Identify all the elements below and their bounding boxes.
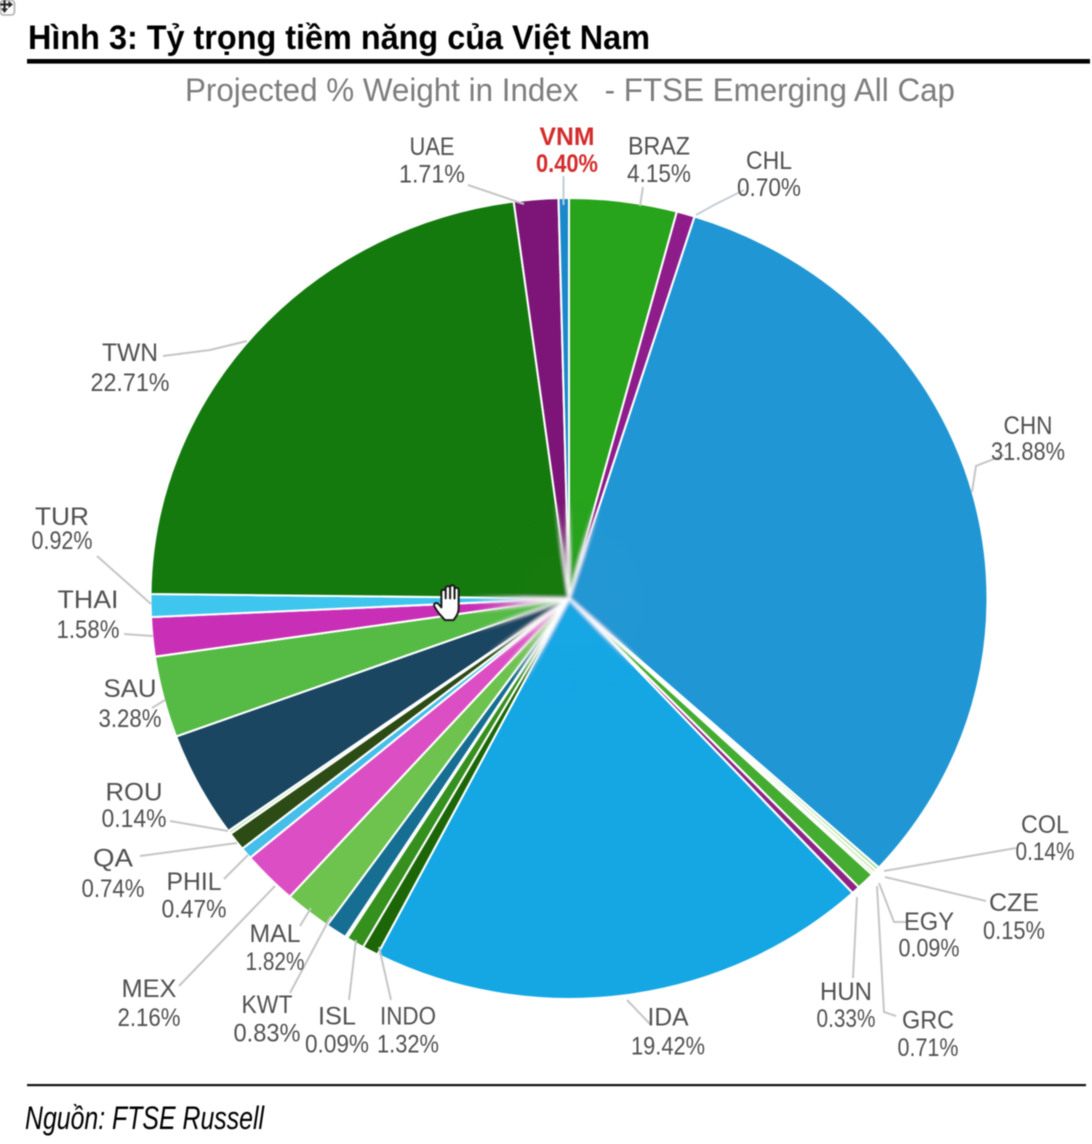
svg-text:1.71%: 1.71% <box>399 161 465 189</box>
svg-text:CZE: CZE <box>989 889 1039 917</box>
svg-text:0.33%: 0.33% <box>817 1005 876 1033</box>
svg-text:GRC: GRC <box>902 1007 954 1035</box>
svg-text:KWT: KWT <box>242 991 293 1019</box>
svg-text:0.09%: 0.09% <box>899 935 960 963</box>
svg-text:0.47%: 0.47% <box>162 896 227 924</box>
svg-text:IDA: IDA <box>648 1004 689 1032</box>
svg-text:0.92%: 0.92% <box>32 527 93 555</box>
svg-text:0.74%: 0.74% <box>82 875 145 903</box>
svg-text:BRAZ: BRAZ <box>628 133 690 161</box>
svg-text:THAI: THAI <box>58 586 119 614</box>
svg-text:0.70%: 0.70% <box>737 174 801 202</box>
svg-text:22.71%: 22.71% <box>91 369 170 397</box>
svg-text:19.42%: 19.42% <box>631 1033 705 1061</box>
svg-text:TWN: TWN <box>102 339 158 367</box>
svg-text:MAL: MAL <box>250 920 301 948</box>
svg-text:ISL: ISL <box>318 1003 356 1031</box>
svg-text:CHN: CHN <box>1004 412 1053 440</box>
svg-text:HUN: HUN <box>820 978 872 1006</box>
svg-text:MEX: MEX <box>122 975 177 1003</box>
svg-text:SAU: SAU <box>104 675 157 703</box>
svg-text:31.88%: 31.88% <box>991 438 1065 466</box>
svg-text:0.40%: 0.40% <box>536 150 598 178</box>
svg-text:0.14%: 0.14% <box>102 805 167 833</box>
svg-text:PHIL: PHIL <box>167 868 222 896</box>
svg-text:COL: COL <box>1021 811 1069 839</box>
svg-text:0.15%: 0.15% <box>983 917 1045 945</box>
svg-text:2.16%: 2.16% <box>118 1004 181 1032</box>
svg-text:ROU: ROU <box>106 779 163 807</box>
svg-text:3.28%: 3.28% <box>99 705 162 733</box>
svg-text:EGY: EGY <box>904 908 954 936</box>
svg-text:UAE: UAE <box>410 133 455 161</box>
svg-text:0.71%: 0.71% <box>898 1034 959 1062</box>
svg-text:Nguồn: FTSE Russell: Nguồn: FTSE Russell <box>25 1100 265 1136</box>
svg-text:1.58%: 1.58% <box>57 616 120 644</box>
svg-text:1.32%: 1.32% <box>377 1031 439 1059</box>
svg-text:0.14%: 0.14% <box>1016 838 1075 866</box>
svg-text:0.83%: 0.83% <box>234 1020 301 1048</box>
svg-text:VNM: VNM <box>540 123 595 151</box>
svg-text:4.15%: 4.15% <box>627 160 691 188</box>
svg-text:Hình 3: Tỷ trọng tiềm năng của: Hình 3: Tỷ trọng tiềm năng của Việt Nam <box>28 19 650 57</box>
svg-text:0.09%: 0.09% <box>305 1031 369 1059</box>
svg-text:Projected % Weight in Index: Projected % Weight in Index - FTSE Emerg… <box>185 72 955 108</box>
svg-text:CHL: CHL <box>746 147 792 175</box>
svg-text:INDO: INDO <box>380 1003 436 1031</box>
svg-text:1.82%: 1.82% <box>246 948 305 976</box>
svg-text:TUR: TUR <box>35 503 89 531</box>
svg-text:QA: QA <box>93 845 133 873</box>
